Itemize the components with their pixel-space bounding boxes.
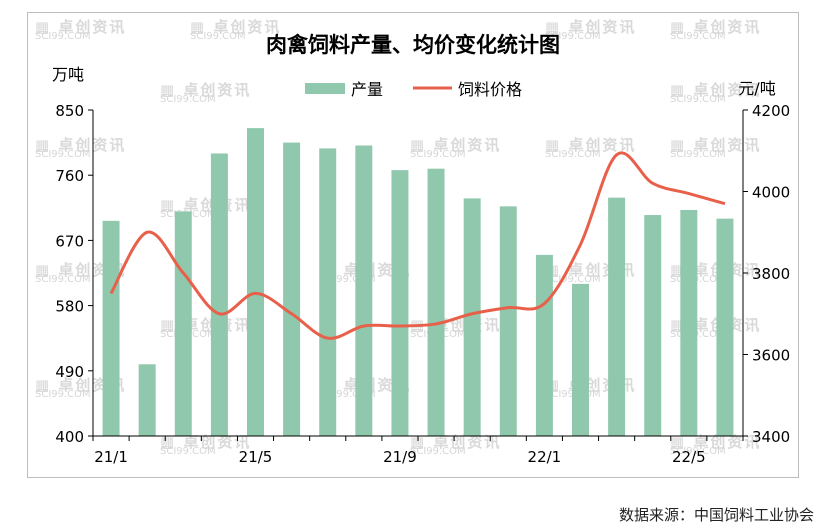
- bar-production: [644, 215, 662, 436]
- bar-production: [102, 220, 120, 436]
- x-tick-label: 22/1: [528, 448, 562, 466]
- y-left-tick-label: 580: [55, 298, 84, 316]
- watermark: ▦ 卓创资讯 SCI99.COM: [35, 136, 127, 160]
- bar-production: [319, 148, 337, 436]
- bar-production: [427, 168, 445, 436]
- watermark: ▦ 卓创资讯 SCI99.COM: [670, 136, 762, 160]
- bar-production: [355, 145, 373, 436]
- line-feed-price: [109, 151, 726, 340]
- watermark: ▦ 卓创资讯 SCI99.COM: [190, 18, 282, 42]
- legend: 产量 饲料价格: [305, 80, 522, 99]
- bar-production: [608, 197, 626, 436]
- x-tick-label: 21/1: [94, 448, 128, 466]
- watermark: ▦ 卓创资讯 SCI99.COM: [160, 433, 252, 457]
- right-axis-unit: 元/吨: [738, 79, 775, 98]
- watermark: ▦ 卓创资讯 SCI99.COM: [160, 81, 252, 105]
- bar-production: [283, 142, 301, 436]
- y-left-tick-label: 850: [55, 102, 84, 120]
- watermark: ▦ 卓创资讯 SCI99.COM: [35, 18, 127, 42]
- watermark: ▦ 卓创资讯 SCI99.COM: [410, 136, 502, 160]
- watermark: ▦ 卓创资讯 SCI99.COM: [545, 136, 637, 160]
- legend-bar-label: 产量: [351, 80, 383, 99]
- y-right-tick-label: 3600: [752, 347, 790, 365]
- chart-title: 肉禽饲料产量、均价变化统计图: [266, 33, 560, 57]
- y-right-tick-label: 3400: [752, 428, 790, 446]
- x-tick-label: 22/5: [672, 448, 706, 466]
- watermark: ▦ 卓创资讯 SCI99.COM: [670, 18, 762, 42]
- x-tick-label: 21/5: [239, 448, 273, 466]
- bar-production: [391, 170, 409, 436]
- watermark: ▦ 卓创资讯 SCI99.COM: [35, 376, 127, 400]
- watermark: ▦ 卓创资讯 SCI99.COM: [670, 433, 762, 457]
- watermark: ▦ 卓创资讯 SCI99.COM: [35, 261, 127, 285]
- bar-production: [535, 254, 553, 436]
- bar-production: [499, 206, 517, 436]
- x-tick-label: 21/9: [383, 448, 417, 466]
- chart-frame: [27, 12, 799, 478]
- legend-bar-swatch: [305, 83, 345, 94]
- left-axis-unit: 万吨: [52, 65, 84, 84]
- y-left-tick-label: 490: [55, 363, 84, 381]
- bar-production: [247, 128, 264, 436]
- y-left-tick-label: 760: [55, 167, 84, 185]
- bar-production: [572, 283, 589, 436]
- bar-production: [174, 211, 192, 436]
- watermark: ▦ 卓创资讯 SCI99.COM: [670, 81, 762, 105]
- bar-production: [210, 153, 228, 436]
- y-left-tick-label: 400: [55, 428, 84, 446]
- y-right-tick-label: 4000: [752, 184, 790, 202]
- plot-area: 400 490 580 670 760 850 3400 3600 3800 4000 4200 21…: [55, 102, 790, 466]
- y-right-tick-label: 4200: [752, 102, 790, 120]
- source-note: 数据来源：中国饲料工业协会: [618, 506, 814, 524]
- y-left-tick-label: 670: [55, 232, 84, 250]
- watermark: ▦ 卓创资讯 SCI99.COM: [545, 18, 637, 42]
- watermark: ▦ 卓创资讯 SCI99.COM: [410, 433, 502, 457]
- bar-production: [716, 218, 734, 436]
- legend-line-label: 饲料价格: [458, 80, 522, 99]
- bar-production: [463, 198, 481, 436]
- y-right-tick-label: 3800: [752, 265, 790, 283]
- bar-production: [680, 209, 698, 436]
- bar-production: [138, 364, 156, 436]
